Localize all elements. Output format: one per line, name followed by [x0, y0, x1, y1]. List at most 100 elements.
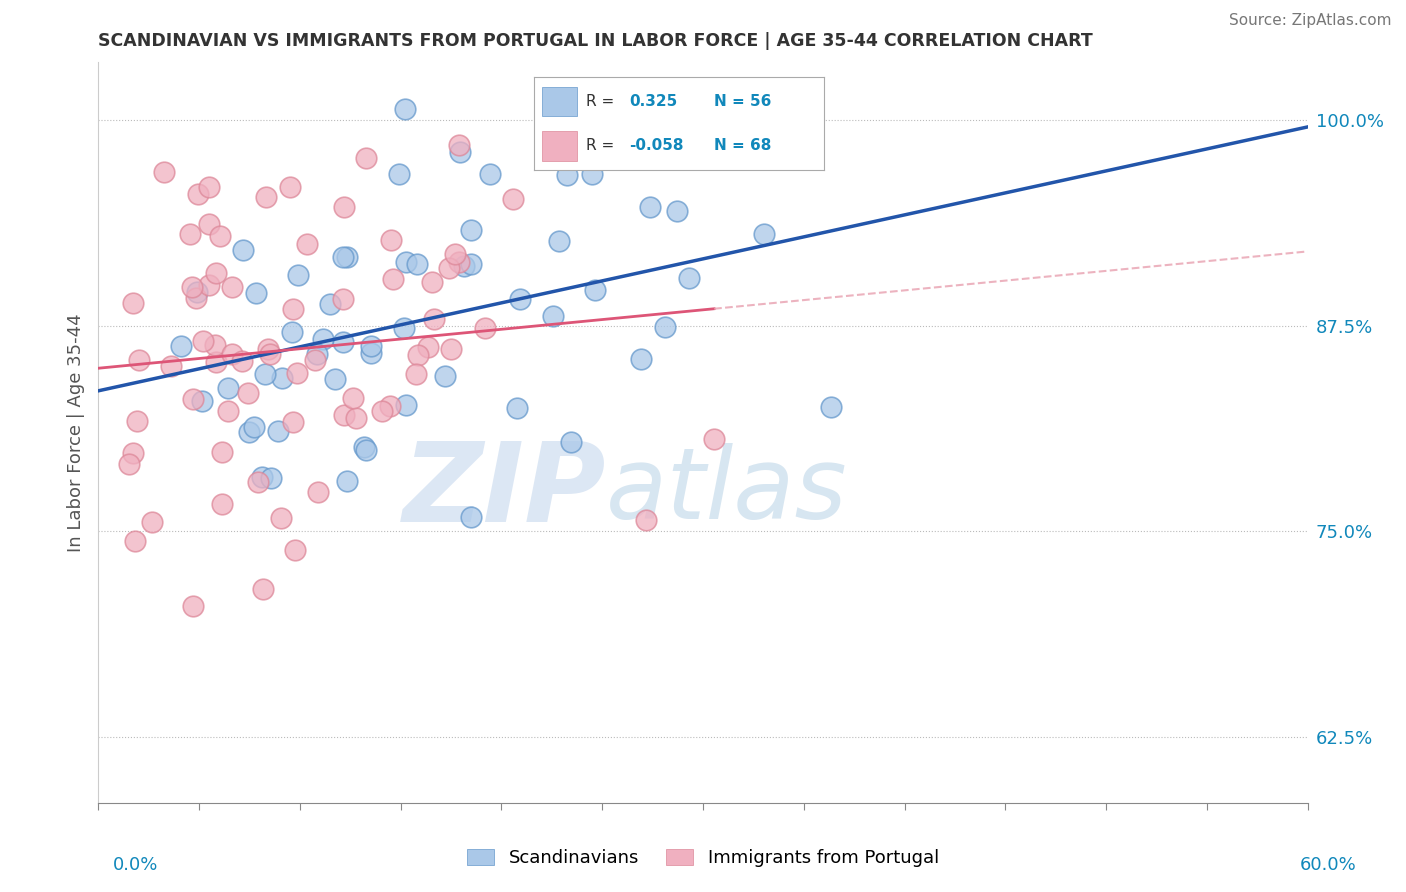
Point [307, 347, 329, 361]
Point [191, 334, 214, 348]
Point [284, 543, 307, 558]
Point [405, 367, 427, 381]
Point [346, 410, 368, 425]
Point [259, 347, 281, 361]
Text: Source: ZipAtlas.com: Source: ZipAtlas.com [1229, 13, 1392, 29]
Text: ZIP: ZIP [402, 438, 606, 545]
Point [460, 223, 482, 237]
Point [395, 398, 418, 412]
Point [387, 167, 409, 181]
Point [231, 354, 253, 368]
Point [125, 415, 148, 429]
Point [278, 179, 301, 194]
Point [245, 286, 267, 301]
Point [638, 201, 661, 215]
Point [626, 146, 648, 161]
Point [509, 292, 531, 306]
Point [198, 277, 221, 292]
Point [221, 347, 243, 361]
Point [354, 443, 377, 458]
Point [318, 297, 340, 311]
Point [666, 204, 689, 219]
Point [270, 371, 292, 385]
Point [160, 359, 183, 373]
Point [181, 280, 204, 294]
Point [118, 458, 141, 472]
Point [460, 510, 482, 524]
Point [654, 319, 676, 334]
Point [506, 401, 529, 415]
Point [205, 266, 228, 280]
Point [502, 192, 524, 206]
Point [170, 339, 193, 353]
Point [153, 165, 176, 179]
Point [323, 372, 346, 386]
Point [332, 250, 354, 264]
Point [335, 474, 357, 488]
Point [630, 351, 652, 366]
Point [260, 471, 283, 485]
Point [336, 250, 359, 264]
Point [281, 415, 304, 429]
Point [360, 346, 382, 360]
Point [754, 227, 776, 241]
Text: SCANDINAVIAN VS IMMIGRANTS FROM PORTUGAL IN LABOR FORCE | AGE 35-44 CORRELATION : SCANDINAVIAN VS IMMIGRANTS FROM PORTUGAL… [98, 32, 1094, 50]
Point [371, 404, 394, 418]
Point [423, 312, 446, 326]
Point [217, 381, 239, 395]
Text: atlas: atlas [606, 443, 848, 541]
Point [382, 272, 405, 286]
Point [221, 280, 243, 294]
Point [453, 259, 475, 273]
Point [304, 353, 326, 368]
Point [820, 400, 842, 414]
Point [257, 342, 280, 356]
Point [478, 167, 501, 181]
Point [186, 285, 208, 300]
Point [557, 168, 579, 182]
Point [406, 348, 429, 362]
Point [634, 513, 657, 527]
Point [378, 399, 401, 413]
Point [211, 497, 233, 511]
Text: 0.0%: 0.0% [112, 856, 157, 874]
Point [332, 334, 354, 349]
Point [236, 386, 259, 401]
Point [141, 515, 163, 529]
Point [204, 338, 226, 352]
Point [449, 145, 471, 160]
Point [270, 511, 292, 525]
Point [307, 484, 329, 499]
Point [211, 445, 233, 459]
Point [122, 295, 145, 310]
Point [187, 187, 209, 202]
Point [250, 470, 273, 484]
Point [295, 236, 318, 251]
Point [281, 301, 304, 316]
Point [356, 151, 378, 165]
Point [124, 534, 146, 549]
Point [281, 325, 304, 339]
Point [197, 180, 219, 194]
Point [581, 167, 603, 181]
Point [238, 425, 260, 439]
Point [547, 235, 569, 249]
Text: 60.0%: 60.0% [1301, 856, 1357, 874]
Point [406, 257, 429, 271]
Point [312, 332, 335, 346]
Point [447, 255, 470, 269]
Point [217, 404, 239, 418]
Point [439, 260, 461, 275]
Point [420, 275, 443, 289]
Point [543, 309, 565, 323]
Point [416, 340, 439, 354]
Point [181, 599, 204, 614]
Point [209, 228, 232, 243]
Point [342, 392, 364, 406]
Point [434, 368, 457, 383]
Point [267, 425, 290, 439]
Point [678, 270, 700, 285]
Point [443, 247, 465, 261]
Point [332, 292, 354, 306]
Legend: Scandinavians, Immigrants from Portugal: Scandinavians, Immigrants from Portugal [460, 841, 946, 874]
